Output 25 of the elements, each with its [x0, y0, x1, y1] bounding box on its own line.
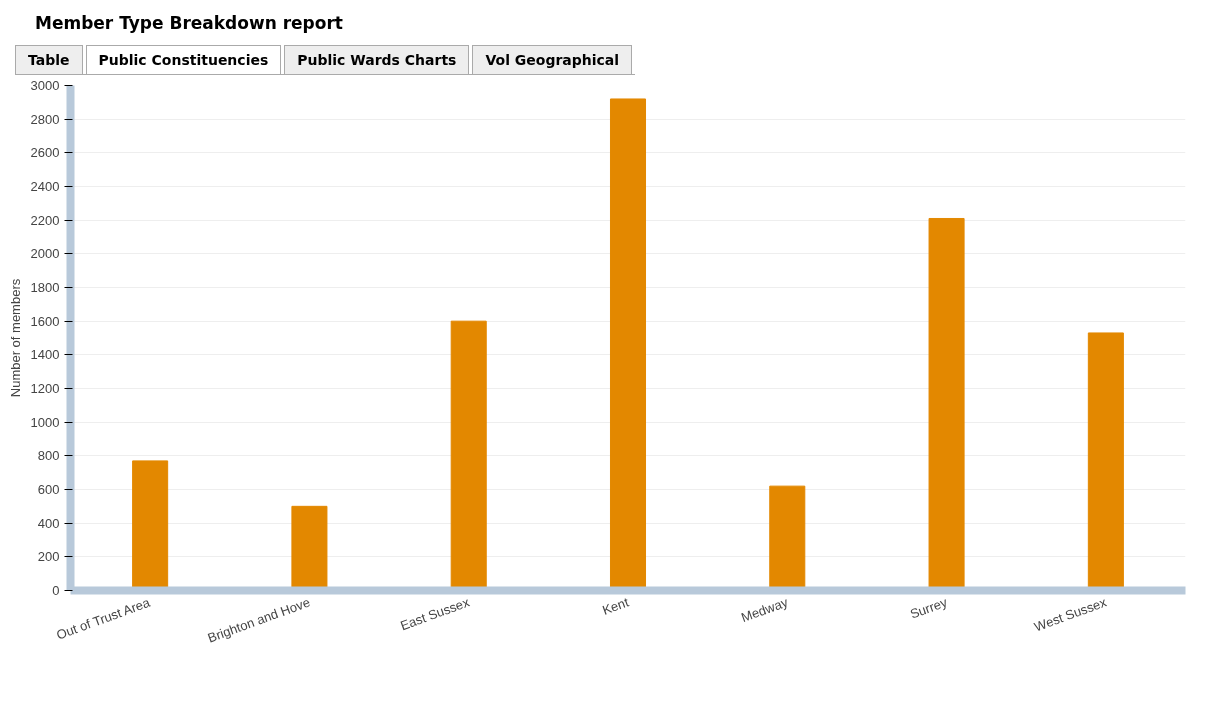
text: Vol Geographical: [472, 45, 633, 75]
x-tick-label: East Sussex: [398, 594, 472, 634]
y-tick-label: 2200: [30, 212, 60, 228]
y-tick-label: 1000: [30, 414, 60, 430]
y-tick-label: 3000: [30, 78, 60, 94]
y-tick-label: 400: [37, 515, 60, 531]
text: Public Constituencies: [85, 45, 282, 75]
y-axis-title: Number of members: [7, 278, 23, 398]
y-tick-label: 200: [37, 549, 60, 565]
y-tick-label: 1400: [30, 347, 60, 363]
chart-title: Member Type Breakdown report: [35, 12, 344, 35]
y-tick-label: 2000: [30, 246, 60, 262]
y-tick-label: 2800: [30, 111, 60, 127]
x-tick-label: West Sussex: [1032, 594, 1109, 635]
y-tick-label: 800: [37, 448, 60, 464]
text: Table: [15, 45, 83, 75]
x-tick-label: Kent: [600, 594, 631, 618]
y-tick-label: 600: [37, 482, 60, 498]
text: Public Wards Charts: [284, 45, 470, 75]
y-tick-label: 2600: [30, 145, 60, 161]
y-tick-label: 2400: [30, 179, 60, 195]
y-tick-label: 1600: [30, 313, 60, 329]
x-tick-label: Surrey: [908, 594, 950, 622]
y-tick-label: 1200: [30, 381, 60, 397]
y-tick-label: 1800: [30, 280, 60, 296]
